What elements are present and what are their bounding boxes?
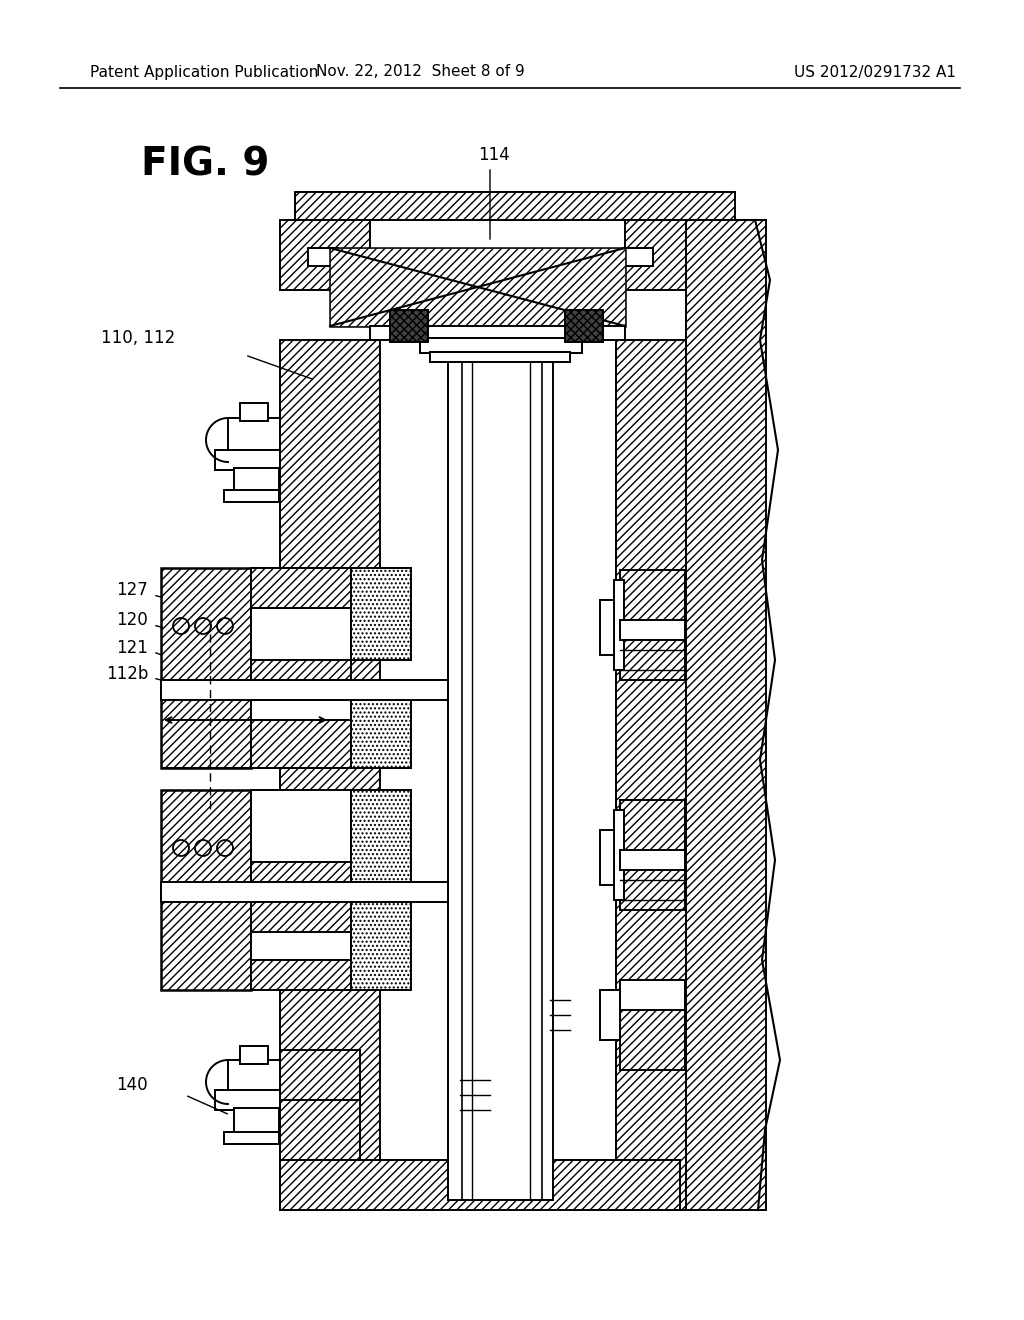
Bar xyxy=(420,338,582,352)
Bar xyxy=(308,248,338,267)
Bar xyxy=(295,191,735,220)
Bar xyxy=(161,680,449,700)
Bar xyxy=(251,862,351,882)
Text: 127: 127 xyxy=(117,581,148,599)
Bar xyxy=(620,800,685,909)
Bar xyxy=(251,660,351,680)
Bar xyxy=(620,850,685,870)
Bar xyxy=(620,570,685,680)
Bar xyxy=(280,1100,360,1160)
Text: FIG. 9: FIG. 9 xyxy=(141,147,269,183)
Bar xyxy=(251,568,351,609)
Bar xyxy=(280,341,380,1210)
Bar xyxy=(161,568,251,768)
Bar xyxy=(600,601,614,655)
Text: 121: 121 xyxy=(116,639,148,657)
Bar xyxy=(240,403,268,421)
Bar xyxy=(430,352,570,362)
Bar xyxy=(224,490,279,502)
Bar xyxy=(251,960,351,990)
Bar xyxy=(351,700,411,768)
Bar xyxy=(370,326,625,341)
Text: 120: 120 xyxy=(117,611,148,630)
Bar xyxy=(240,1045,268,1064)
Bar xyxy=(620,979,685,1010)
Bar xyxy=(251,568,351,660)
Bar xyxy=(620,1010,685,1071)
Bar xyxy=(630,220,695,248)
Bar xyxy=(251,902,351,990)
Bar xyxy=(351,789,411,882)
Bar xyxy=(614,810,624,900)
Text: 112b: 112b xyxy=(105,665,148,682)
Bar xyxy=(251,789,351,882)
Bar xyxy=(280,1160,680,1210)
Bar xyxy=(351,568,411,660)
Bar xyxy=(224,1133,279,1144)
Bar xyxy=(280,381,360,434)
Bar xyxy=(449,341,553,1200)
Bar xyxy=(251,719,351,768)
Bar xyxy=(251,902,351,932)
Bar xyxy=(295,220,360,248)
Bar xyxy=(686,220,766,1210)
Bar xyxy=(620,620,685,640)
Bar xyxy=(625,220,710,290)
Bar xyxy=(330,248,625,326)
Bar xyxy=(600,830,614,884)
Bar xyxy=(234,1107,279,1137)
Bar xyxy=(161,882,449,902)
Bar xyxy=(330,248,625,326)
Bar xyxy=(234,469,279,496)
Text: Patent Application Publication: Patent Application Publication xyxy=(90,65,318,79)
Bar xyxy=(251,700,351,768)
Text: 140: 140 xyxy=(117,1076,148,1094)
Text: 114: 114 xyxy=(478,147,510,164)
Bar xyxy=(614,579,624,671)
Bar xyxy=(215,450,280,470)
Bar xyxy=(228,418,280,450)
Text: Nov. 22, 2012  Sheet 8 of 9: Nov. 22, 2012 Sheet 8 of 9 xyxy=(315,65,524,79)
Bar xyxy=(390,310,428,342)
Bar xyxy=(351,902,411,990)
Bar xyxy=(565,310,603,342)
Bar xyxy=(161,789,251,990)
Bar xyxy=(600,990,620,1040)
Bar xyxy=(228,1060,280,1092)
Bar xyxy=(623,248,653,267)
Text: 110, 112: 110, 112 xyxy=(100,329,175,347)
Bar xyxy=(616,341,696,1210)
Bar xyxy=(280,220,370,290)
Bar xyxy=(215,1090,280,1110)
Bar xyxy=(280,1049,360,1105)
Text: US 2012/0291732 A1: US 2012/0291732 A1 xyxy=(794,65,956,79)
